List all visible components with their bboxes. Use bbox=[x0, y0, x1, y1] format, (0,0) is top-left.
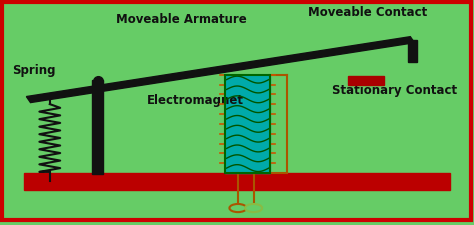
Bar bbox=[225, 75, 270, 173]
Bar bbox=[408, 40, 417, 63]
Text: Stationary Contact: Stationary Contact bbox=[332, 83, 457, 97]
Text: Moveable Contact: Moveable Contact bbox=[308, 6, 428, 19]
Bar bbox=[348, 77, 384, 86]
Bar bbox=[92, 81, 103, 174]
Bar bbox=[225, 75, 270, 173]
Circle shape bbox=[245, 204, 262, 212]
Bar bbox=[24, 173, 450, 190]
Text: Spring: Spring bbox=[12, 63, 55, 76]
Text: Electromagnet: Electromagnet bbox=[147, 94, 244, 107]
Text: Moveable Armature: Moveable Armature bbox=[116, 13, 247, 26]
Circle shape bbox=[229, 204, 246, 212]
Polygon shape bbox=[27, 38, 414, 103]
